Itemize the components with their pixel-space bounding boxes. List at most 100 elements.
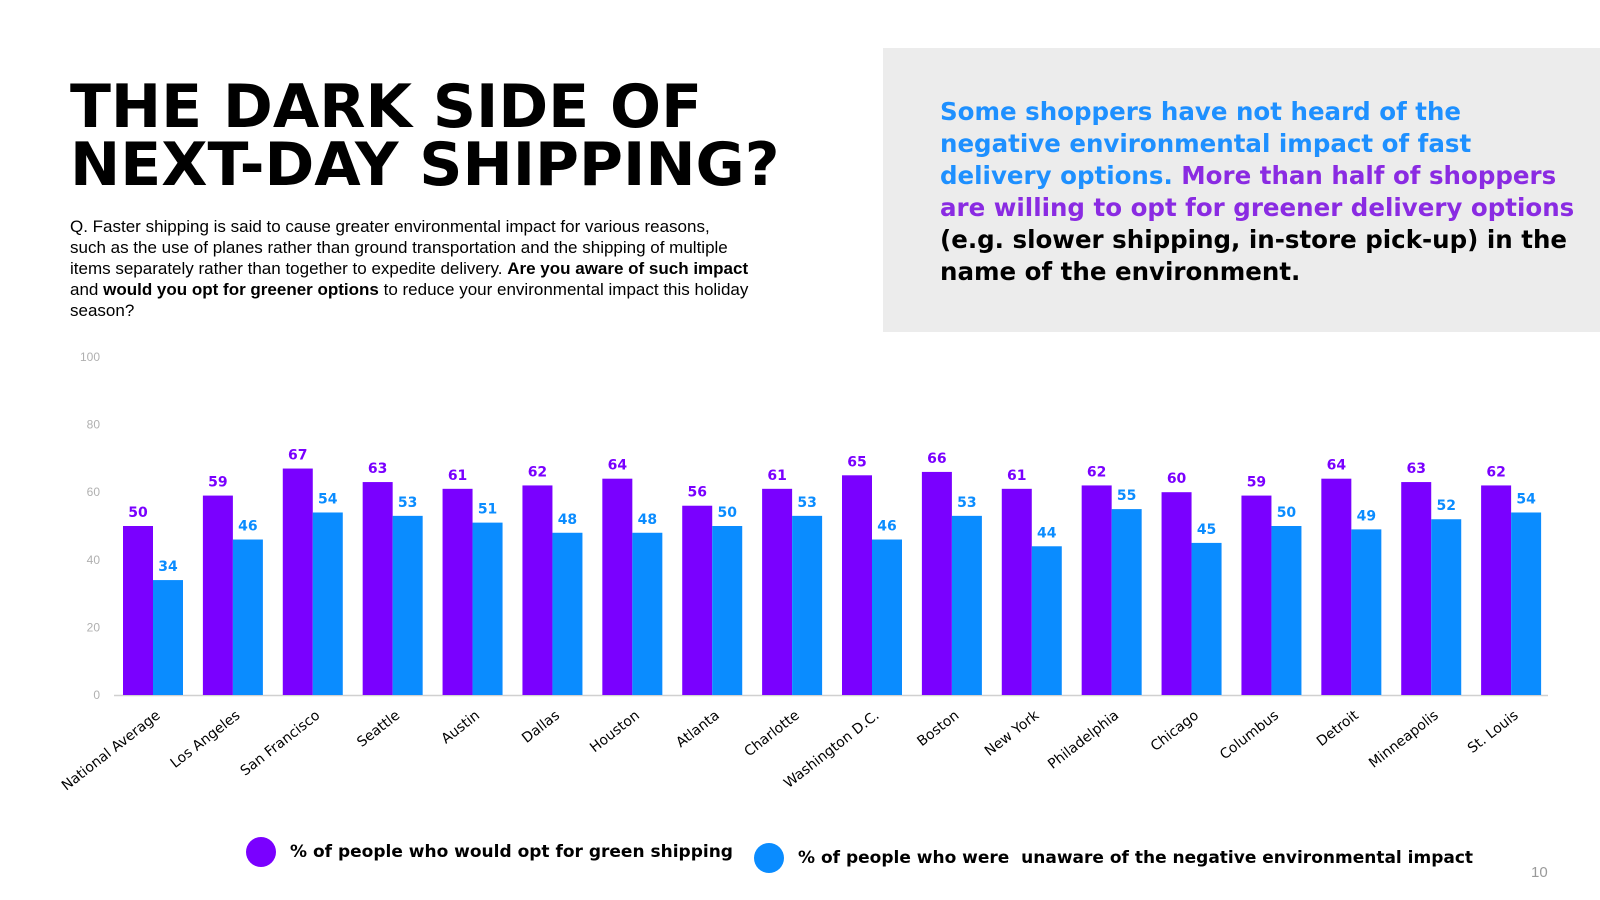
bar-unaware — [1511, 512, 1542, 695]
title-line-2: NEXT-DAY SHIPPING? — [70, 130, 780, 200]
bar-unaware — [632, 532, 663, 695]
data-label-unaware: 51 — [478, 502, 497, 518]
legend-item-green-shipping: % of people who would opt for green ship… — [246, 837, 733, 867]
y-tick-label: 80 — [87, 418, 101, 432]
data-label-green-shipping: 66 — [927, 451, 946, 467]
data-label-unaware: 49 — [1357, 508, 1376, 524]
bar-unaware — [951, 515, 982, 695]
data-label-green-shipping: 61 — [1007, 468, 1026, 484]
bar-unaware — [1031, 546, 1062, 695]
data-label-unaware: 48 — [638, 512, 657, 528]
data-label-unaware: 55 — [1117, 488, 1136, 504]
insight-blue-text: Some shoppers have not heard of the nega… — [940, 97, 1472, 190]
survey-question: Q. Faster shipping is said to cause grea… — [70, 216, 750, 321]
bar-unaware — [552, 532, 583, 695]
question-bold-greener: would you opt for greener options — [103, 280, 379, 299]
data-label-green-shipping: 64 — [1327, 458, 1347, 474]
x-tick-label: Detroit — [1314, 707, 1362, 750]
question-text: Q. Faster shipping is said to cause grea… — [70, 217, 728, 278]
data-label-unaware: 54 — [1516, 491, 1536, 507]
data-label-unaware: 52 — [1436, 498, 1455, 514]
bar-green-shipping — [1001, 488, 1032, 695]
x-tick-label: Austin — [438, 708, 483, 748]
x-tick-label: Houston — [587, 708, 643, 756]
data-label-green-shipping: 63 — [368, 461, 387, 477]
bar-unaware — [872, 539, 902, 695]
x-tick-label: Boston — [914, 708, 962, 750]
data-label-unaware: 53 — [797, 495, 816, 511]
data-label-green-shipping: 50 — [128, 505, 148, 521]
y-tick-label: 100 — [80, 350, 100, 364]
bar-unaware — [712, 526, 743, 695]
bar-green-shipping — [842, 475, 872, 695]
bar-unaware — [232, 539, 263, 695]
bar-unaware — [153, 580, 183, 695]
data-label-green-shipping: 63 — [1406, 461, 1425, 477]
bar-green-shipping — [362, 482, 393, 695]
bar-chart: 0 20 40 60 80 100 50 34 National Average 59 46 Los … — [59, 350, 1548, 795]
data-label-green-shipping: 62 — [1486, 464, 1505, 480]
x-tick-label: Seattle — [354, 708, 403, 751]
page-title: THE DARK SIDE OF NEXT-DAY SHIPPING? — [70, 72, 780, 200]
bar-unaware — [472, 522, 503, 695]
x-tick-label: Philadelphia — [1045, 708, 1122, 773]
bar-unaware — [1271, 526, 1302, 695]
bar-green-shipping — [442, 488, 473, 695]
x-tick-label: St. Louis — [1465, 708, 1522, 757]
x-tick-label: San Francisco — [238, 708, 324, 780]
x-tick-label: Minneapolis — [1366, 708, 1442, 772]
bar-green-shipping — [1481, 485, 1512, 695]
legend-swatch-unaware — [754, 843, 784, 873]
insight-black-text: (e.g. slower shipping, in-store pick-up)… — [940, 225, 1568, 286]
data-label-unaware: 48 — [558, 512, 577, 528]
data-label-unaware: 50 — [717, 505, 737, 521]
bar-unaware — [1111, 509, 1142, 695]
data-label-unaware: 46 — [877, 519, 896, 535]
y-tick-label: 0 — [93, 688, 100, 702]
y-tick-label: 20 — [87, 620, 101, 634]
data-label-green-shipping: 59 — [1247, 475, 1266, 491]
insight-text: Some shoppers have not heard of the nega… — [940, 96, 1580, 288]
bar-green-shipping — [1321, 478, 1352, 695]
data-label-green-shipping: 67 — [288, 448, 307, 464]
insight-panel — [883, 48, 1600, 332]
bar-green-shipping — [1241, 495, 1272, 695]
question-bold-awareness: Are you aware of such impact — [507, 259, 749, 278]
data-label-green-shipping: 61 — [767, 468, 786, 484]
bar-unaware — [392, 515, 423, 695]
data-label-unaware: 46 — [238, 519, 257, 535]
legend-item-unaware: % of people who were unaware of the nega… — [754, 843, 1473, 873]
x-tick-label: National Average — [59, 708, 164, 795]
bar-unaware — [1191, 542, 1222, 695]
data-label-unaware: 53 — [398, 495, 417, 511]
data-label-green-shipping: 56 — [687, 485, 706, 501]
bar-green-shipping — [282, 468, 313, 695]
data-label-green-shipping: 60 — [1167, 471, 1187, 487]
bar-green-shipping — [522, 485, 553, 695]
title-line-1: THE DARK SIDE OF — [70, 72, 703, 142]
bar-green-shipping — [202, 495, 233, 695]
data-label-green-shipping: 62 — [528, 464, 547, 480]
data-label-green-shipping: 61 — [448, 468, 467, 484]
x-tick-label: Atlanta — [673, 708, 722, 752]
data-label-green-shipping: 59 — [208, 475, 227, 491]
data-label-unaware: 34 — [158, 559, 178, 575]
data-label-green-shipping: 64 — [608, 458, 628, 474]
question-text-end: to reduce your environmental impact this… — [70, 280, 749, 320]
x-tick-label: Los Angeles — [168, 708, 244, 772]
bar-green-shipping — [1401, 482, 1432, 695]
data-label-unaware: 50 — [1277, 505, 1297, 521]
data-label-unaware: 54 — [318, 491, 338, 507]
bar-green-shipping — [762, 488, 793, 695]
x-tick-label: Dallas — [519, 708, 563, 747]
data-label-unaware: 44 — [1037, 525, 1057, 541]
x-tick-label: Chicago — [1148, 708, 1202, 755]
x-tick-label: Columbus — [1217, 708, 1282, 764]
bar-green-shipping — [123, 526, 153, 695]
bar-green-shipping — [1161, 492, 1192, 695]
bar-green-shipping — [1081, 485, 1112, 695]
bar-unaware — [1351, 529, 1382, 695]
bar-unaware — [792, 515, 823, 695]
data-label-green-shipping: 65 — [847, 454, 866, 470]
x-tick-label: Charlotte — [741, 708, 802, 761]
